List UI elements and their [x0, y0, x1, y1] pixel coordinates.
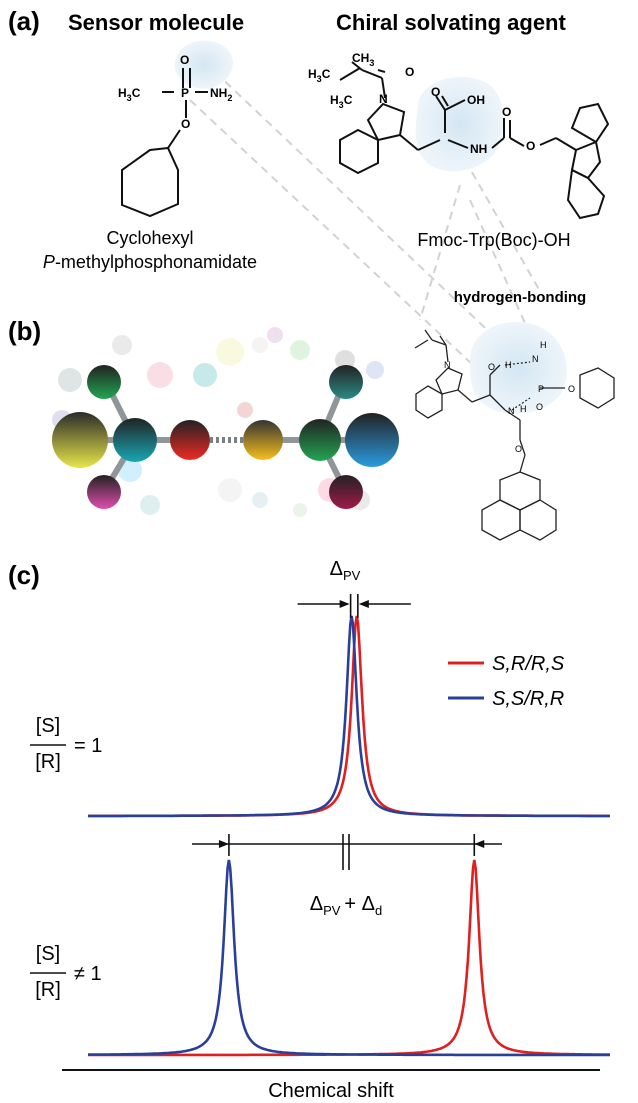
top-arrow-left-head	[339, 600, 350, 608]
atom-magenta	[87, 475, 121, 509]
spectrum-top-blue	[88, 615, 610, 818]
complex-glow	[470, 321, 567, 414]
bottom-arrow-left-head	[218, 840, 229, 848]
complex-O3: O	[568, 384, 575, 394]
legend-label-red: S,R/R,S	[492, 653, 565, 675]
csa-indole-N: N	[379, 92, 388, 106]
spectrum-bottom-red	[88, 859, 610, 1057]
complex-N3: N	[508, 406, 515, 416]
csa-boc-O: O	[405, 65, 414, 79]
atom-teal	[113, 418, 157, 462]
sensor-molecule-structure: O P NH2 H3C O	[118, 40, 234, 218]
atom-green-top	[87, 365, 121, 399]
complex-H2: H	[520, 404, 527, 414]
delta-pv-d-annotation: ΔPV + Δd	[310, 893, 383, 918]
atom-yellow	[52, 412, 108, 468]
x-axis-label: Chemical shift	[268, 1080, 394, 1102]
csa-acid-OH: OH	[467, 93, 485, 107]
ratio-equal: [S] [R] = 1	[30, 715, 102, 773]
hbond-complex-structure: O N H N P O N H O O H	[414, 321, 615, 541]
ratio-unequal-num: [S]	[36, 943, 60, 965]
csa-CH3: CH3	[352, 51, 374, 68]
complex-H1: H	[505, 360, 512, 370]
sensor-molecule-heading: Sensor molecule	[68, 10, 244, 35]
sensor-H3C: H3C	[118, 86, 141, 103]
csa-hbond-glow	[415, 76, 504, 172]
csa-NH: NH	[470, 142, 487, 156]
legend-label-blue: S,S/R,R	[492, 688, 564, 710]
top-arrow-right-head	[358, 600, 369, 608]
ratio-unequal-rel: ≠ 1	[74, 963, 102, 985]
panel-label-b: (b)	[8, 316, 41, 346]
spectrum-bottom-blue	[88, 859, 610, 1057]
complex-H3: H	[540, 340, 547, 350]
complex-O1: O	[488, 362, 495, 372]
legend: S,R/R,S S,S/R,R	[448, 653, 565, 710]
complex-N1: N	[444, 360, 451, 370]
csa-H3C-a: H3C	[308, 67, 331, 84]
csa-ester-O: O	[526, 139, 535, 153]
sensor-O-atom: O	[180, 53, 189, 67]
complex-P: P	[538, 384, 544, 394]
csa-name: Fmoc-Trp(Boc)-OH	[417, 230, 570, 250]
spectra-plot	[88, 594, 610, 1057]
ratio-equal-rel: = 1	[74, 735, 102, 757]
csa-molecule-structure: CH3 H3C H3C O N O OH NH O O	[308, 51, 610, 220]
sensor-name-line2: P-methylphosphonamidate	[43, 252, 257, 272]
csa-H3C-b: H3C	[330, 93, 353, 110]
ratio-unequal-den: [R]	[35, 979, 61, 1001]
panel-label-a: (a)	[8, 6, 40, 36]
ratio-unequal: [S] [R] ≠ 1	[30, 943, 102, 1001]
correlation-dashes	[189, 71, 546, 396]
complex-O4: O	[515, 444, 522, 454]
delta-pv-label-top: ΔPV	[330, 558, 361, 583]
sensor-name-line1: Cyclohexyl	[106, 228, 193, 248]
csa-carbonyl-O: O	[502, 105, 511, 119]
sensor-P-atom: P	[181, 86, 189, 100]
ratio-equal-den: [R]	[35, 751, 61, 773]
atom-darkteal	[329, 365, 363, 399]
atom-green	[299, 419, 341, 461]
delta-pv-d-label: ΔPV + Δd	[310, 893, 383, 918]
ball-and-stick-model	[52, 327, 399, 517]
atom-wine	[329, 475, 363, 509]
csa-heading: Chiral solvating agent	[336, 10, 566, 35]
atom-blue	[345, 413, 399, 467]
atom-gold	[243, 420, 283, 460]
complex-O2: O	[536, 402, 543, 412]
sensor-NH2: NH2	[210, 86, 232, 103]
delta-pv-annotation-top: ΔPV	[330, 558, 361, 583]
bottom-arrow-right-head	[474, 840, 485, 848]
complex-N2: N	[532, 354, 539, 364]
hbond-label: hydrogen-bonding	[454, 289, 586, 306]
csa-acid-O: O	[431, 85, 440, 99]
atom-red	[170, 420, 210, 460]
ratio-equal-num: [S]	[36, 715, 60, 737]
sensor-ester-O: O	[181, 117, 190, 131]
panel-label-c: (c)	[8, 560, 40, 590]
